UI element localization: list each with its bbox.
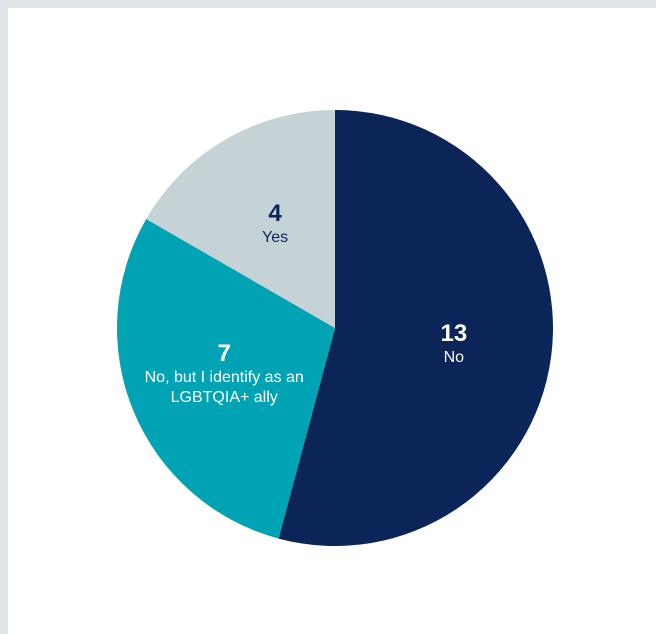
category-label: Yes — [261, 229, 289, 247]
pie-slice — [116, 219, 335, 539]
slice-label: 13 No — [369, 320, 539, 368]
category-label: No — [443, 348, 465, 366]
value-label: 4 — [268, 200, 282, 228]
slice-label: 7 No, but I identify as an LGBTQIA+ ally — [139, 340, 309, 408]
value-label: 7 — [217, 339, 231, 367]
category-label: No, but I identify as an LGBTQIA+ ally — [144, 368, 304, 406]
pie-slice — [146, 110, 335, 328]
pie-slice — [278, 110, 554, 547]
slice-label: 4 Yes — [190, 200, 360, 248]
value-label: 13 — [440, 319, 468, 347]
